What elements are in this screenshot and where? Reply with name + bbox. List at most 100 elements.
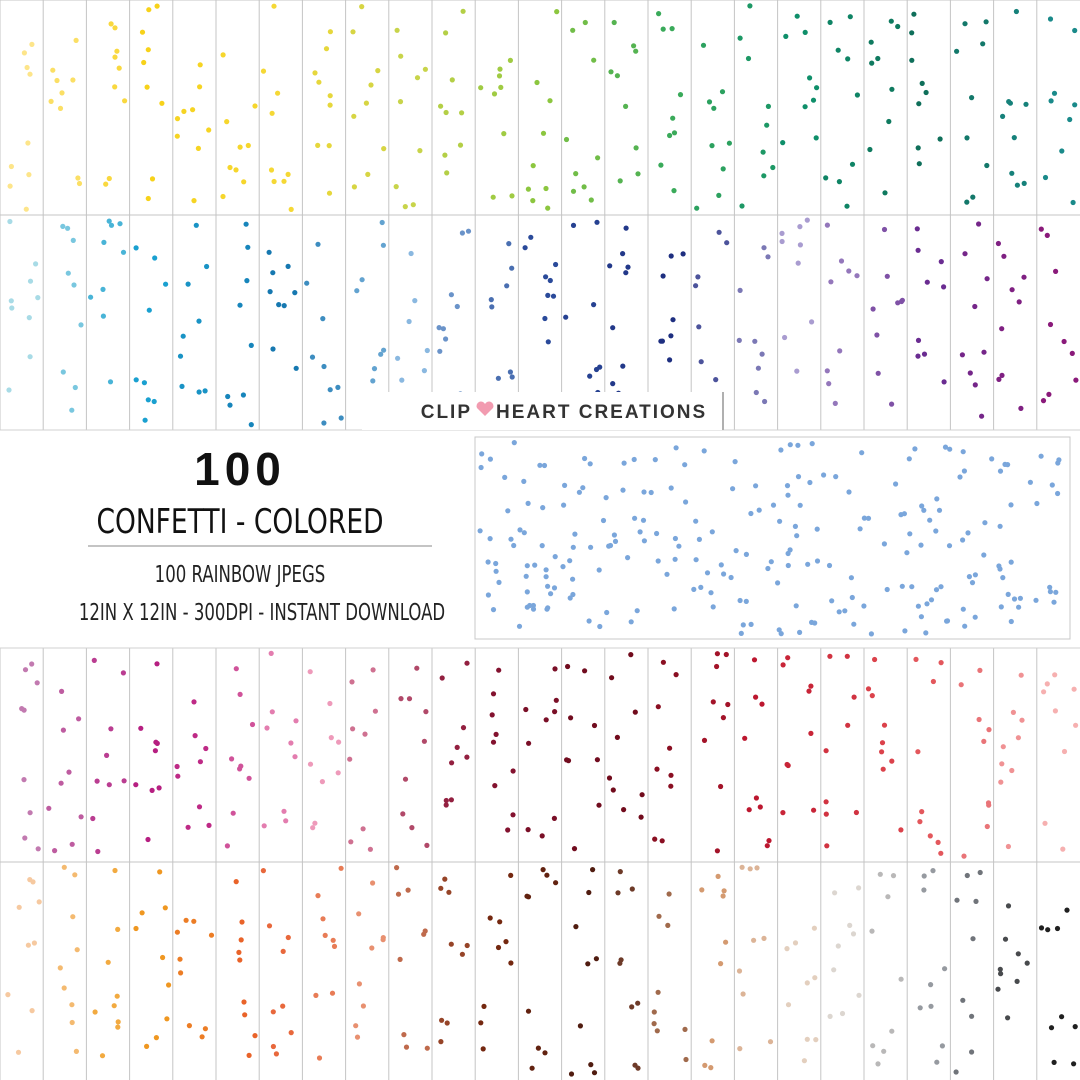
confetti-dot bbox=[797, 224, 803, 230]
confetti-dot bbox=[669, 26, 675, 32]
confetti-dot bbox=[909, 57, 915, 63]
confetti-dot bbox=[457, 142, 464, 148]
detail-line: 100 RAINBOW JPEGS bbox=[155, 560, 326, 588]
confetti-dot bbox=[497, 66, 503, 72]
confetti-dot bbox=[438, 103, 444, 109]
confetti-dot bbox=[237, 144, 243, 150]
confetti-dot bbox=[406, 318, 412, 325]
confetti-dot bbox=[780, 662, 786, 668]
confetti-dot bbox=[1072, 1024, 1078, 1030]
confetti-dot bbox=[656, 11, 662, 17]
confetti-dot bbox=[196, 389, 202, 395]
confetti-dot bbox=[133, 377, 139, 383]
confetti-dot bbox=[543, 717, 549, 723]
confetti-dot bbox=[186, 1023, 192, 1029]
confetti-dot bbox=[851, 621, 857, 627]
confetti-dot bbox=[779, 230, 785, 236]
confetti-dot bbox=[108, 21, 114, 27]
confetti-dot bbox=[1011, 135, 1017, 141]
confetti-dot bbox=[962, 251, 968, 257]
confetti-dot bbox=[611, 532, 618, 538]
confetti-dot bbox=[548, 591, 554, 597]
confetti-dot bbox=[915, 603, 922, 609]
confetti-dot bbox=[193, 222, 199, 228]
confetti-dot bbox=[242, 1012, 248, 1018]
confetti-dot bbox=[591, 722, 598, 729]
confetti-dot bbox=[351, 113, 357, 119]
confetti-dot bbox=[882, 190, 888, 196]
confetti-dot bbox=[836, 609, 842, 615]
confetti-dot bbox=[902, 628, 908, 634]
confetti-dot bbox=[748, 621, 754, 628]
brand-right: HEART CREATIONS bbox=[496, 402, 707, 423]
confetti-dot bbox=[271, 3, 277, 9]
confetti-dot bbox=[711, 105, 717, 111]
confetti-dot bbox=[738, 630, 744, 637]
confetti-dot bbox=[747, 3, 753, 9]
confetti-dot bbox=[185, 281, 191, 287]
confetti-dot bbox=[928, 597, 935, 603]
confetti-dot bbox=[203, 745, 209, 752]
confetti-dot bbox=[402, 204, 408, 210]
confetti-dot bbox=[721, 888, 727, 894]
confetti-dot bbox=[114, 993, 120, 999]
confetti-dot bbox=[438, 885, 444, 891]
confetti-dot bbox=[895, 23, 901, 30]
confetti-dot bbox=[921, 873, 927, 879]
confetti-dot bbox=[369, 945, 375, 951]
confetti-dot bbox=[266, 923, 273, 929]
confetti-dot bbox=[399, 377, 405, 383]
confetti-dot bbox=[78, 814, 84, 820]
confetti-dot bbox=[99, 1053, 106, 1059]
confetti-dot bbox=[724, 240, 730, 246]
confetti-dot bbox=[540, 505, 546, 511]
confetti-dot bbox=[683, 1056, 689, 1063]
confetti-dot bbox=[826, 381, 832, 387]
confetti-dot bbox=[804, 980, 810, 986]
confetti-dot bbox=[655, 704, 661, 710]
confetti-dot bbox=[823, 811, 829, 817]
confetti-dot bbox=[761, 245, 767, 251]
confetti-dot bbox=[923, 89, 929, 96]
confetti-dot bbox=[969, 1049, 975, 1055]
confetti-dot bbox=[138, 725, 144, 731]
confetti-dot bbox=[29, 41, 35, 48]
confetti-dot bbox=[658, 162, 664, 168]
confetti-dot bbox=[492, 783, 498, 789]
confetti-dot bbox=[1009, 287, 1015, 293]
confetti-dot bbox=[22, 667, 29, 673]
confetti-dot bbox=[108, 222, 115, 228]
confetti-dot bbox=[742, 735, 748, 741]
confetti-dot bbox=[872, 656, 878, 663]
confetti-dot bbox=[656, 913, 662, 919]
confetti-dot bbox=[525, 1008, 532, 1014]
confetti-dot bbox=[424, 1045, 430, 1051]
confetti-dot bbox=[139, 29, 146, 35]
confetti-dot bbox=[969, 95, 975, 101]
confetti-dot bbox=[480, 1046, 486, 1052]
confetti-dot bbox=[395, 355, 401, 361]
confetti-dot bbox=[869, 693, 875, 699]
confetti-dot bbox=[448, 941, 454, 947]
confetti-dot bbox=[654, 530, 660, 537]
confetti-dot bbox=[802, 104, 808, 110]
confetti-dot bbox=[100, 313, 106, 319]
confetti-dot bbox=[292, 290, 298, 296]
confetti-dot bbox=[545, 205, 551, 211]
confetti-dot bbox=[1072, 102, 1078, 108]
confetti-dot bbox=[797, 502, 803, 508]
confetti-dot bbox=[349, 679, 355, 685]
confetti-dot bbox=[700, 42, 707, 48]
confetti-dot bbox=[856, 885, 862, 891]
confetti-dot bbox=[810, 97, 817, 103]
confetti-dot bbox=[982, 520, 988, 526]
confetti-dot bbox=[270, 1009, 276, 1015]
confetti-dot bbox=[372, 708, 378, 714]
confetti-dot bbox=[954, 48, 960, 54]
confetti-dot bbox=[69, 1019, 75, 1026]
confetti-dot bbox=[813, 1037, 819, 1043]
confetti-dot bbox=[48, 98, 54, 104]
confetti-dot bbox=[915, 247, 921, 253]
confetti-dot bbox=[293, 365, 299, 371]
confetti-dot bbox=[792, 940, 799, 946]
